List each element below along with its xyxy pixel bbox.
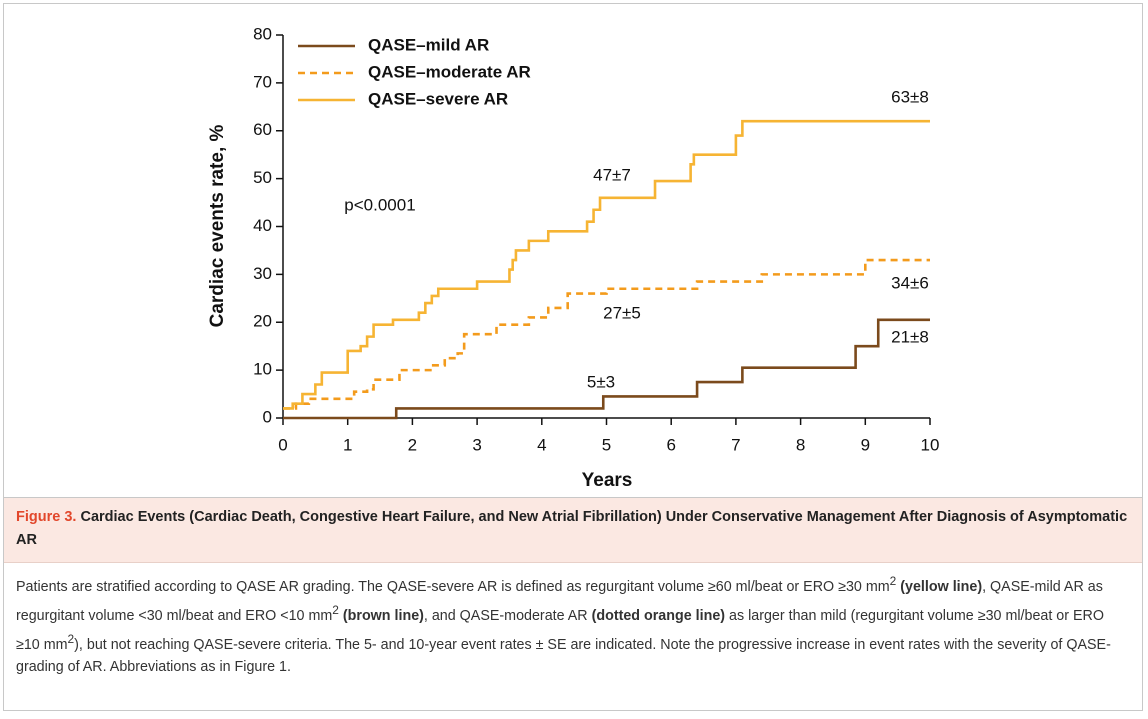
caption-text: , QASE-mild AR as regurgitant volume <30… <box>16 578 1103 624</box>
step-line <box>283 258 930 410</box>
figure-frame <box>3 3 1143 711</box>
annotation: 5±3 <box>587 372 615 391</box>
x-tick-label: 9 <box>861 435 870 454</box>
x-tick-label: 4 <box>537 435 546 454</box>
caption-bold: (brown line) <box>338 607 424 624</box>
x-tick-label: 0 <box>278 435 287 454</box>
caption-body: Patients are stratified according to QAS… <box>16 570 1128 679</box>
x-axis-label: Years <box>582 470 633 491</box>
x-tick-label: 10 <box>921 435 940 454</box>
step-line <box>283 318 930 420</box>
annotation: 34±6 <box>891 273 929 292</box>
caption-text: ), but not reaching QASE-severe criteria… <box>16 636 1111 676</box>
y-tick-label: 80 <box>253 24 272 43</box>
x-tick-label: 7 <box>731 435 740 454</box>
superscript: 2 <box>332 602 339 617</box>
caption-text: , and QASE-moderate AR <box>423 607 592 624</box>
figure-title: Cardiac Events (Cardiac Death, Congestiv… <box>16 509 1128 548</box>
caption-bold: (dotted orange line) <box>591 607 726 624</box>
step-line <box>283 119 930 410</box>
superscript: 2 <box>67 631 75 646</box>
figure-label: Figure 3. <box>16 509 77 525</box>
legend-label: QASE–mild AR <box>368 35 489 54</box>
annotation: 27±5 <box>603 303 641 322</box>
annotation: 47±7 <box>593 165 631 184</box>
y-tick-label: 60 <box>253 120 272 139</box>
x-tick-label: 3 <box>472 435 481 454</box>
y-tick-label: 20 <box>253 312 272 331</box>
legend-label: QASE–moderate AR <box>368 62 531 81</box>
annotation: 21±8 <box>891 327 929 346</box>
chart: Years Cardiac events rate, % 01020304050… <box>207 24 940 491</box>
caption-text: Patients are stratified according to QAS… <box>16 578 890 595</box>
caption-title: Figure 3. Cardiac Events (Cardiac Death,… <box>4 497 1142 563</box>
y-tick-label: 70 <box>253 72 272 91</box>
x-tick-label: 5 <box>602 435 611 454</box>
annotation: p<0.0001 <box>344 195 415 214</box>
y-tick-label: 0 <box>263 407 272 426</box>
y-tick-label: 40 <box>253 216 272 235</box>
x-tick-label: 6 <box>666 435 675 454</box>
y-tick-label: 10 <box>253 360 272 379</box>
caption-bold: (yellow line) <box>896 578 983 595</box>
y-tick-label: 50 <box>253 168 272 187</box>
y-tick-label: 30 <box>253 264 272 283</box>
annotation: 63±8 <box>891 87 929 106</box>
caption-text: as larger than mild (regurgitant volume … <box>16 607 1104 653</box>
x-tick-label: 2 <box>408 435 417 454</box>
legend-label: QASE–severe AR <box>368 89 508 108</box>
x-tick-label: 1 <box>343 435 352 454</box>
y-axis-label: Cardiac events rate, % <box>207 125 228 328</box>
x-tick-label: 8 <box>796 435 805 454</box>
superscript: 2 <box>889 574 897 588</box>
